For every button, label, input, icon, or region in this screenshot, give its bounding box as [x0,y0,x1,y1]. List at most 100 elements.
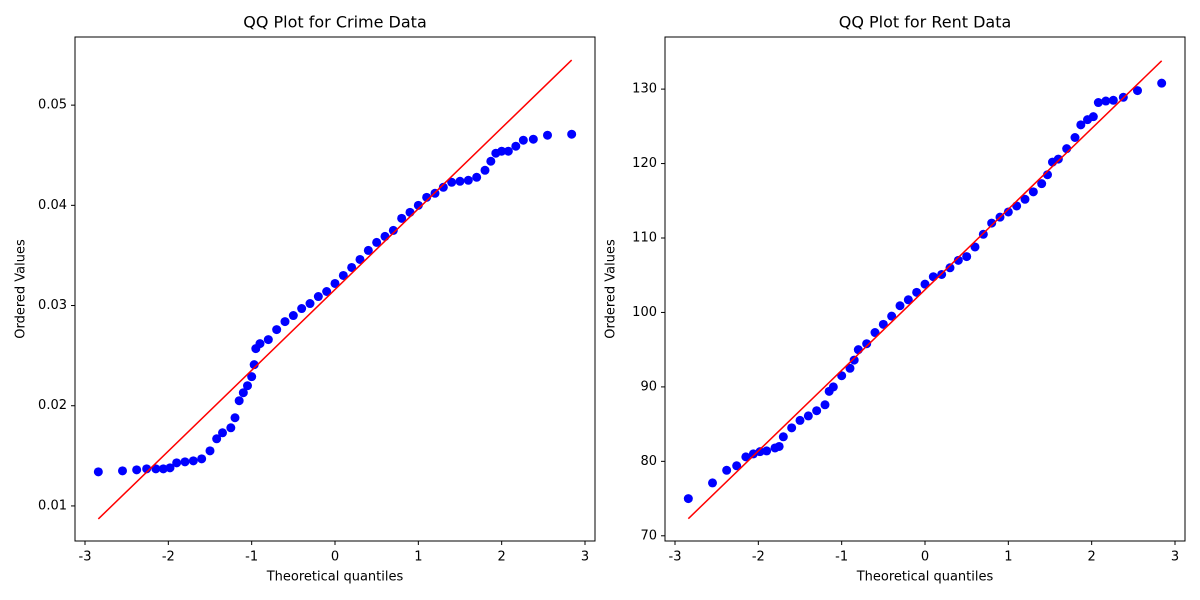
y-tick-label: 0.01 [38,498,67,513]
point [1133,86,1142,96]
point [828,382,838,392]
point [255,339,265,349]
point [755,447,765,457]
fit-line [687,60,1163,520]
point [1108,95,1118,105]
x-tick-label: 3 [581,550,589,565]
point [205,446,215,456]
point [272,325,282,335]
x-tick-label: 2 [1088,550,1096,565]
point [280,317,290,327]
point [218,428,227,438]
point [708,478,717,488]
x-tick-label: 1 [1004,550,1012,565]
y-axis-label: Ordered Values [14,239,29,339]
x-tick-label: 0 [921,550,929,565]
point [803,411,813,421]
point [322,287,332,297]
point [1020,194,1030,204]
point [438,182,448,192]
point [887,311,897,321]
y-tick-label: 0.02 [38,398,67,413]
point [497,146,507,156]
x-tick-label: 1 [414,550,422,565]
x-tick-label: -1 [835,550,848,565]
point [543,130,552,140]
y-tick-label: 90 [640,379,657,394]
point [372,237,382,247]
point [528,134,538,144]
point [142,464,152,474]
point [1101,96,1111,106]
x-tick-label: -2 [162,550,175,565]
point [355,254,365,264]
y-tick-label: 0.04 [38,198,67,213]
y-tick-label: 100 [632,305,657,320]
point [762,446,772,456]
point [165,463,175,473]
point [1157,78,1167,88]
point [962,252,972,262]
y-tick-label: 120 [632,156,657,171]
point [845,363,855,373]
point [305,299,315,309]
y-tick-label: 80 [640,454,657,469]
point [849,355,859,365]
point [197,454,207,464]
point [903,295,913,305]
x-tick-label: 2 [498,550,506,565]
point [953,255,963,265]
point [511,141,521,151]
point [288,311,298,321]
point [945,263,955,273]
point [230,413,240,423]
point [1028,187,1038,197]
point [567,129,577,139]
point [455,176,465,186]
x-axis-label: Theoretical quantiles [856,570,994,585]
point [1037,179,1047,189]
x-tick-label: 0 [331,550,339,565]
point [870,328,880,338]
axes-frame [74,36,596,542]
point [243,381,252,391]
y-tick-label: 0.05 [38,98,67,113]
point [795,415,805,425]
point [1088,112,1098,122]
point [472,172,482,182]
point [732,461,742,471]
point [151,464,161,474]
point [480,165,490,175]
point [774,441,784,451]
x-tick-label: -1 [245,550,258,565]
point [338,270,348,280]
point [158,464,168,474]
point [422,192,432,202]
x-tick-label: -3 [79,550,92,565]
point [778,432,788,442]
point [741,452,751,462]
point [263,335,273,345]
y-tick-label: 70 [640,528,657,543]
point [132,465,142,475]
y-tick-label: 0.03 [38,298,67,313]
point [878,319,888,329]
point [238,388,248,398]
point [247,372,257,382]
point [249,360,259,370]
point [234,396,244,406]
point [787,423,797,433]
x-tick-label: -2 [752,550,765,565]
point [722,465,732,475]
y-tick-label: 130 [632,82,657,97]
point [226,423,236,433]
point [313,292,323,302]
point [486,156,496,166]
x-axis-label: Theoretical quantiles [266,570,404,585]
fit-line [97,59,573,520]
point [297,304,307,314]
point [920,279,930,289]
x-tick-label: 3 [1171,550,1179,565]
point [503,146,513,156]
